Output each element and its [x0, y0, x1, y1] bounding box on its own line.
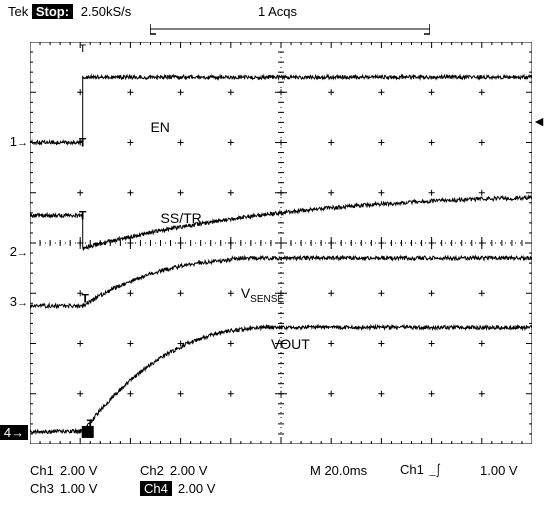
ch1-scale: Ch1 2.00 V [30, 463, 140, 478]
trace-label-vsense: VSENSE [241, 285, 284, 305]
ch2-scale: Ch2 2.00 V [140, 463, 250, 478]
svg-text:T: T [82, 291, 90, 305]
arrow-right-icon: → [17, 297, 28, 309]
rising-edge-icon: _∫ [430, 463, 442, 479]
run-status: Stop: [32, 4, 73, 19]
trigger-source: Ch1 _∫ [400, 462, 444, 479]
oscilloscope-screenshot: Tek Stop: 2.50kS/s 1 Acqs TTTTT EN SS/TR… [0, 0, 552, 507]
trigger-level-arrow: ◄ [532, 113, 546, 129]
trace-label-en: EN [150, 119, 169, 135]
trace-label-vout: VOUT [271, 336, 310, 352]
sample-rate: 2.50kS/s [81, 4, 132, 19]
svg-text:T: T [79, 43, 86, 55]
arrow-right-icon: → [11, 425, 24, 440]
arrow-right-icon: → [17, 247, 28, 259]
ground-marker-ch2: 2→ [0, 244, 28, 259]
ground-marker-ch1: 1→ [0, 134, 28, 149]
brand-label: Tek [8, 4, 28, 19]
acquisitions-count: 1 Acqs [258, 4, 297, 19]
ch3-scale: Ch3 1.00 V [30, 481, 140, 496]
svg-text:T: T [79, 208, 87, 222]
waveform-plot: TTTTT [30, 42, 532, 444]
plot-area: TTTTT EN SS/TR VSENSE VOUT [30, 42, 532, 444]
svg-text:T: T [79, 136, 87, 150]
arrow-right-icon: → [17, 137, 28, 149]
footer-row-1: Ch1 2.00 V Ch2 2.00 V M 20.0ms Ch1 _∫ 1.… [30, 461, 532, 479]
ground-marker-ch3: 3→ [0, 294, 28, 309]
scope-header: Tek Stop: 2.50kS/s 1 Acqs [8, 4, 544, 24]
footer-row-2: Ch3 1.00 V Ch4 2.00 V [30, 479, 532, 497]
trigger-position-bar [150, 22, 430, 36]
trigger-level: 1.00 V [480, 463, 518, 478]
scope-footer: Ch1 2.00 V Ch2 2.00 V M 20.0ms Ch1 _∫ 1.… [30, 461, 532, 497]
ch4-scale: Ch4 2.00 V [140, 481, 250, 496]
ground-marker-ch4: 4→ [0, 425, 28, 440]
trace-label-sstr: SS/TR [161, 210, 202, 226]
timebase: M 20.0ms [310, 463, 367, 478]
